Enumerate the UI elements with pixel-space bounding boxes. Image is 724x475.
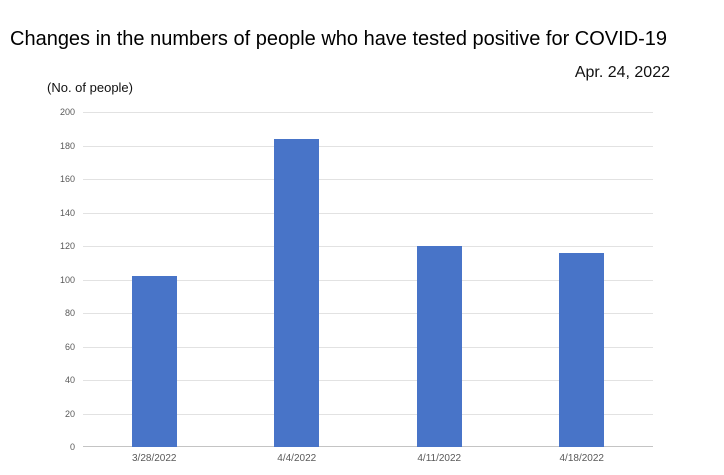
x-tick-label: 4/18/2022: [559, 453, 605, 464]
gridline: [83, 112, 653, 113]
y-tick-label: 80: [64, 308, 75, 318]
x-tick-label: 3/28/2022: [132, 453, 177, 464]
date-label: Apr. 24, 2022: [574, 64, 670, 81]
x-tick-label: 4/4/2022: [277, 453, 317, 464]
y-tick-label: 180: [59, 141, 75, 151]
gridline: [83, 347, 653, 348]
chart-bar: [131, 276, 177, 447]
chart-bar: [416, 246, 462, 447]
gridline: [83, 179, 653, 180]
chart-bar: [559, 252, 605, 447]
gridline: [83, 246, 653, 247]
plot-area: [83, 112, 653, 447]
x-tick-label: 4/11/2022: [417, 453, 462, 464]
x-axis-labels: 3/28/2022 4/4/2022 4/11/2022 4/18/2022: [83, 453, 653, 469]
y-tick-label: 20: [64, 409, 75, 419]
gridline: [83, 146, 653, 147]
y-axis-labels: 0 20 40 60 80 100 120 140 160 180 200: [0, 108, 75, 452]
chart-bar: [274, 138, 320, 447]
y-tick-label: 0: [69, 442, 75, 452]
y-tick-label: 200: [59, 107, 75, 117]
y-tick-label: 100: [59, 275, 75, 285]
y-tick-label: 60: [64, 342, 75, 352]
chart-title: Changes in the numbers of people who hav…: [10, 28, 668, 50]
y-tick-label: 120: [59, 241, 75, 251]
gridline: [83, 213, 653, 214]
y-axis-unit-label: (No. of people): [47, 80, 133, 95]
gridline: [83, 380, 653, 381]
y-tick-label: 140: [59, 208, 75, 218]
y-tick-label: 40: [64, 375, 75, 385]
x-axis-line: [83, 446, 653, 447]
gridline: [83, 313, 653, 314]
y-tick-label: 160: [59, 174, 75, 184]
gridline: [83, 414, 653, 415]
gridline: [83, 280, 653, 281]
